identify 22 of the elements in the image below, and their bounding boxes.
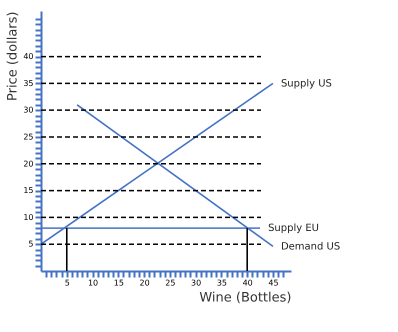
x-tick-label: 10 — [88, 278, 98, 288]
x-tick-label: 30 — [191, 278, 202, 288]
y-tick-label: 40 — [23, 52, 34, 62]
y-tick-label: 15 — [23, 186, 34, 196]
y-axis-title: Price (dollars) — [5, 12, 20, 102]
series-label: Demand US — [280, 241, 340, 252]
y-tick-label: 10 — [23, 212, 34, 222]
x-tick-label: 5 — [64, 278, 70, 288]
x-tick-label: 25 — [165, 278, 176, 288]
y-tick-label: 30 — [23, 106, 34, 115]
x-tick-label: 20 — [140, 278, 150, 288]
y-tick-label: 20 — [23, 159, 34, 168]
x-axis-title: Wine (Bottles) — [199, 290, 292, 306]
y-tick-label: 25 — [23, 132, 34, 142]
x-tick-label: 35 — [216, 278, 228, 288]
x-tick-label: 45 — [268, 278, 279, 288]
series-label: Supply EU — [268, 223, 319, 234]
series-label: Supply US — [280, 78, 332, 90]
x-tick-label: 40 — [242, 278, 253, 288]
x-tick-label: 15 — [114, 278, 124, 288]
y-tick-label: 35 — [23, 78, 34, 88]
y-tick-label: 5 — [28, 240, 34, 249]
